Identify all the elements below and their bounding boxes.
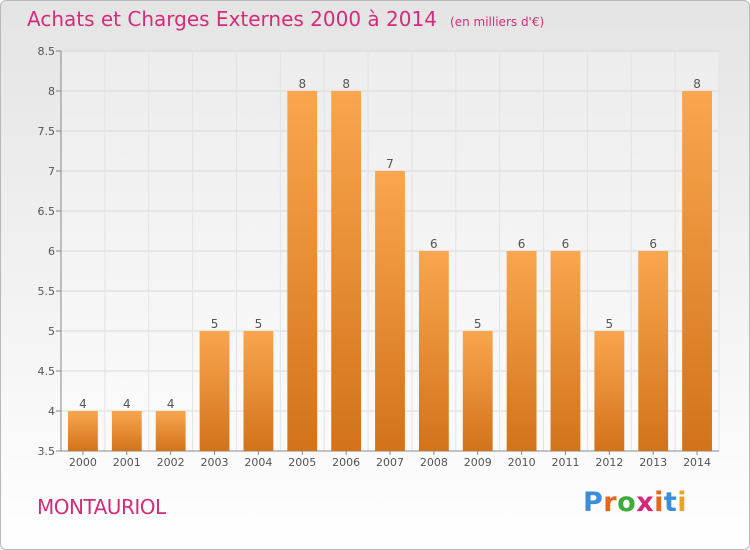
bar-2002 xyxy=(155,411,186,451)
x-tick-label-2000: 2000 xyxy=(69,456,97,469)
y-tick-label: 8 xyxy=(48,85,55,98)
proxiti-logo: Proxiti xyxy=(583,487,687,518)
logo-letter: t xyxy=(663,487,678,518)
x-tick-label-2011: 2011 xyxy=(551,456,579,469)
value-label-2001: 4 xyxy=(123,397,131,411)
x-tick-label-2005: 2005 xyxy=(288,456,316,469)
value-label-2004: 5 xyxy=(255,317,263,331)
chart-subtitle: (en milliers d'€) xyxy=(450,15,545,29)
x-tick-label-2002: 2002 xyxy=(157,456,185,469)
value-label-2008: 6 xyxy=(430,237,438,251)
bar-2010 xyxy=(506,251,537,451)
value-label-2006: 8 xyxy=(342,77,350,91)
value-label-2010: 6 xyxy=(518,237,526,251)
bar-2005 xyxy=(287,91,318,451)
x-tick-label-2009: 2009 xyxy=(464,456,492,469)
x-tick-label-2003: 2003 xyxy=(201,456,229,469)
bar-2012 xyxy=(594,331,625,451)
bar-2004 xyxy=(243,331,274,451)
x-tick-label-2013: 2013 xyxy=(639,456,667,469)
x-tick-label-2006: 2006 xyxy=(332,456,360,469)
y-tick-label: 6 xyxy=(48,245,55,258)
y-tick-label: 4.5 xyxy=(38,365,56,378)
value-label-2011: 6 xyxy=(562,237,570,251)
x-tick-label-2008: 2008 xyxy=(420,456,448,469)
logo-letter: P xyxy=(583,487,604,518)
y-tick-label: 7 xyxy=(48,165,55,178)
y-tick-label: 5.5 xyxy=(38,285,56,298)
bar-2011 xyxy=(550,251,581,451)
value-label-2009: 5 xyxy=(474,317,482,331)
value-label-2007: 7 xyxy=(386,157,394,171)
value-label-2014: 8 xyxy=(693,77,701,91)
bar-2006 xyxy=(331,91,362,451)
bar-2008 xyxy=(418,251,449,451)
logo-letter: r xyxy=(603,487,618,518)
x-tick-label-2007: 2007 xyxy=(376,456,404,469)
x-tick-label-2001: 2001 xyxy=(113,456,141,469)
bar-2001 xyxy=(111,411,142,451)
bar-2009 xyxy=(462,331,493,451)
value-label-2005: 8 xyxy=(298,77,306,91)
value-label-2000: 4 xyxy=(79,397,87,411)
x-tick-label-2010: 2010 xyxy=(508,456,536,469)
logo-letter: o xyxy=(617,487,637,518)
value-label-2013: 6 xyxy=(649,237,657,251)
bar-2000 xyxy=(68,411,98,451)
value-label-2012: 5 xyxy=(606,317,614,331)
bar-2003 xyxy=(199,331,230,451)
y-tick-label: 4 xyxy=(48,405,55,418)
y-tick-label: 6.5 xyxy=(38,205,56,218)
logo-letter: x xyxy=(636,487,655,518)
bar-2007 xyxy=(375,171,405,451)
x-tick-label-2004: 2004 xyxy=(244,456,272,469)
y-tick-label: 8.5 xyxy=(38,45,56,58)
y-tick-label: 7.5 xyxy=(38,125,56,138)
y-tick-label: 5 xyxy=(48,325,55,338)
x-tick-label-2014: 2014 xyxy=(683,456,711,469)
y-tick-label: 3.5 xyxy=(38,445,56,458)
commune-name: MONTAURIOL xyxy=(37,495,166,519)
bar-2014 xyxy=(682,91,712,451)
value-label-2003: 5 xyxy=(211,317,219,331)
logo-letter: i xyxy=(654,487,664,518)
title-row: Achats et Charges Externes 2000 à 2014 (… xyxy=(27,7,544,31)
chart-title: Achats et Charges Externes 2000 à 2014 xyxy=(27,7,437,31)
logo-letter: i xyxy=(677,487,688,518)
value-label-2002: 4 xyxy=(167,397,175,411)
x-tick-label-2012: 2012 xyxy=(595,456,623,469)
bar-2013 xyxy=(638,251,669,451)
